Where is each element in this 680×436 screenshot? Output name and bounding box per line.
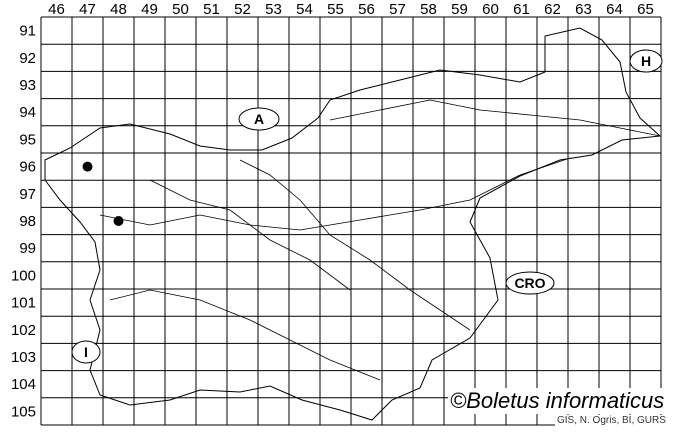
- country-label-i: I: [71, 340, 101, 364]
- column-label: 49: [141, 1, 158, 18]
- record-marker: [113, 216, 124, 226]
- column-label: 62: [544, 1, 561, 18]
- record-marker: [82, 161, 93, 172]
- column-label: 56: [358, 1, 375, 18]
- column-label: 53: [265, 1, 282, 18]
- country-label-text: I: [84, 344, 88, 360]
- row-label: 94: [19, 104, 36, 121]
- row-label: 105: [11, 403, 36, 420]
- row-label: 104: [11, 376, 36, 393]
- row-label: 95: [19, 131, 36, 148]
- row-label: 99: [19, 240, 36, 257]
- credit-text: ©Boletus informaticus: [448, 388, 667, 414]
- column-label: 65: [637, 1, 654, 18]
- country-label-ellipse: [71, 340, 101, 364]
- row-label: 102: [11, 322, 36, 339]
- source-text: GIS, N. Ogris, BI, GURS: [555, 415, 668, 426]
- column-label: 55: [327, 1, 344, 18]
- column-label: 48: [110, 1, 127, 18]
- row-label: 96: [19, 159, 36, 176]
- country-label-ellipse: [505, 271, 555, 295]
- row-label: 100: [11, 267, 36, 284]
- column-label: 57: [389, 1, 406, 18]
- column-label: 54: [296, 1, 313, 18]
- column-label: 61: [513, 1, 530, 18]
- column-label: 52: [234, 1, 251, 18]
- row-label: 98: [19, 213, 36, 230]
- row-label: 93: [19, 77, 36, 94]
- column-label: 59: [451, 1, 468, 18]
- river: [329, 99, 661, 137]
- river: [99, 157, 571, 231]
- column-label: 47: [79, 1, 96, 18]
- country-label-cro: CRO: [505, 271, 555, 295]
- country-label-text: CRO: [514, 275, 545, 291]
- country-label-text: H: [641, 53, 651, 69]
- country-label-text: A: [254, 111, 264, 127]
- column-label: 63: [575, 1, 592, 18]
- column-label: 51: [203, 1, 220, 18]
- row-label: 103: [11, 349, 36, 366]
- column-label: 46: [48, 1, 65, 18]
- row-label: 97: [19, 186, 36, 203]
- column-label: 60: [482, 1, 499, 18]
- column-label: 50: [172, 1, 189, 18]
- column-label: 58: [420, 1, 437, 18]
- river: [239, 159, 471, 331]
- country-label-a: A: [238, 107, 280, 131]
- row-label: 92: [19, 50, 36, 67]
- country-label-h: H: [629, 49, 663, 73]
- country-label-ellipse: [629, 49, 663, 73]
- river: [149, 179, 351, 291]
- river: [109, 289, 381, 381]
- row-label: 91: [19, 23, 36, 40]
- column-label: 64: [606, 1, 623, 18]
- row-label: 101: [11, 295, 36, 312]
- country-label-ellipse: [238, 107, 280, 131]
